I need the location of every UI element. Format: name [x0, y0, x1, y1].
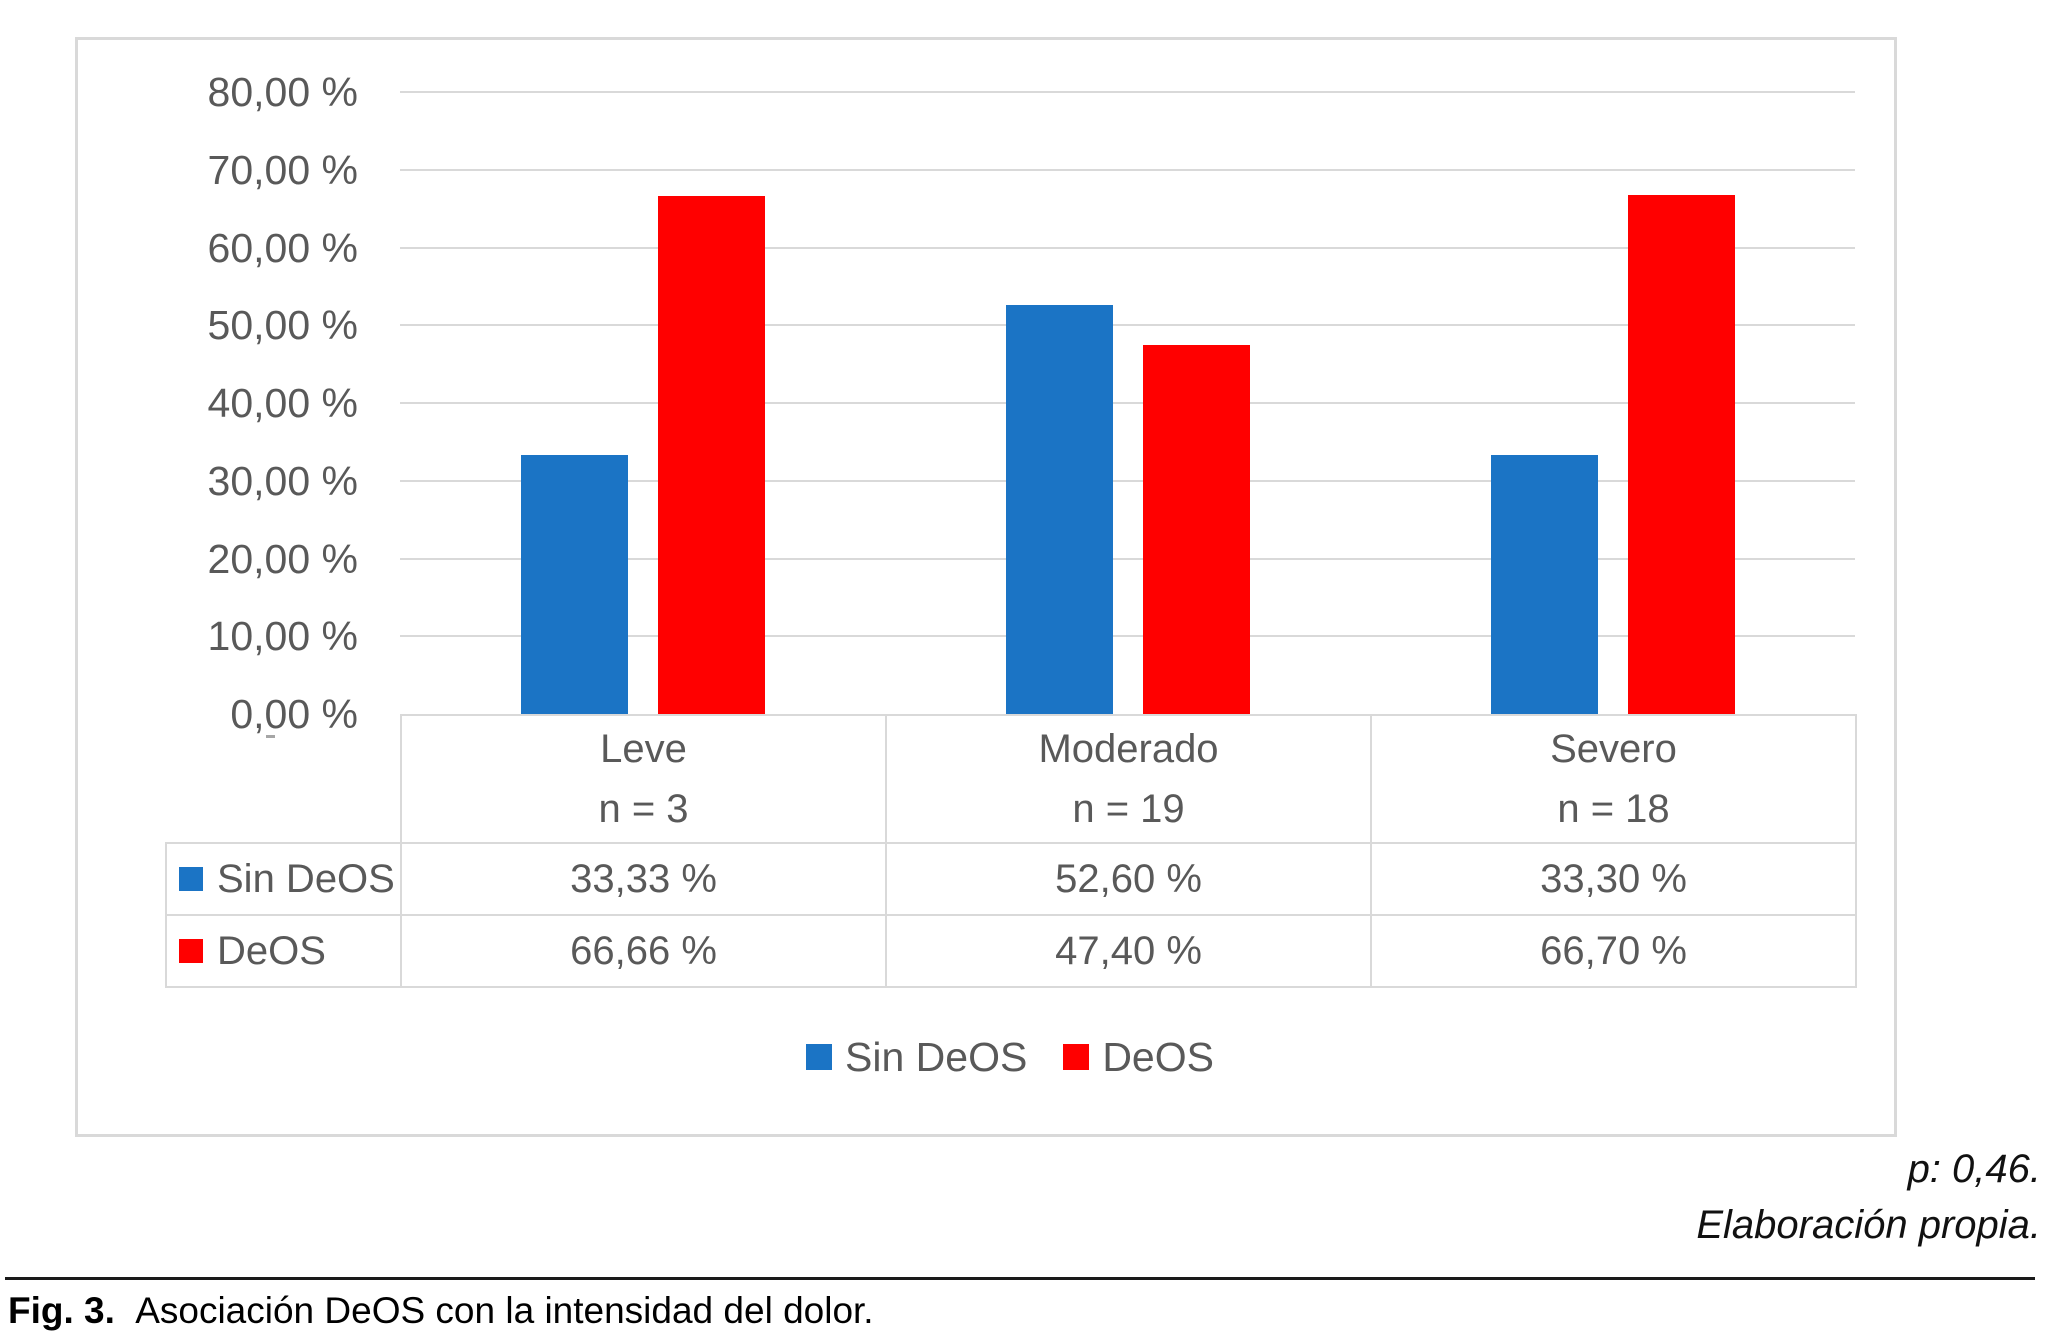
value-cell-deos-moderado: 47,40 %: [885, 914, 1372, 988]
y-axis-tick-label: 0,00 %: [230, 691, 358, 737]
category-label: Leve: [600, 727, 687, 771]
series-label-cell-deos: DeOS: [165, 914, 402, 988]
y-axis-tick-label: 30,00 %: [207, 457, 358, 504]
y-axis-tick-label: 80,00 %: [207, 69, 358, 115]
series-name-label: Sin DeOS: [217, 856, 395, 901]
value-cell-sin-deos-moderado: 52,60 %: [885, 842, 1372, 916]
caption-divider: [5, 1277, 2035, 1280]
figure-caption-label: Fig. 3.: [8, 1290, 115, 1331]
bar-deos-severo: [1628, 195, 1735, 714]
p-value-note: p: 0,46.: [1907, 1147, 2041, 1191]
table-row-sin-deos: Sin DeOS 33,33 % 52,60 % 33,30 %: [165, 842, 1857, 916]
series-name-label: DeOS: [217, 928, 326, 973]
table-header-row: Leve n = 3 Moderado n = 19 Severo n = 18: [166, 714, 1857, 844]
category-header-moderado: Moderado n = 19: [885, 714, 1372, 844]
y-axis-tick-label: 50,00 %: [207, 302, 358, 349]
plot-area: [400, 91, 1855, 714]
bar-deos-leve: [658, 195, 765, 714]
value-cell-sin-deos-leve: 33,33 %: [400, 842, 887, 916]
legend-sin-deos-swatch-icon: [806, 1044, 833, 1070]
bar-sin-deos-moderado: [1006, 305, 1113, 714]
value-cell-sin-deos-severo: 33,30 %: [1370, 842, 1857, 916]
category-n-label: n = 18: [1557, 787, 1670, 831]
chart-data-table: Leve n = 3 Moderado n = 19 Severo n = 18 Sin D…: [165, 714, 1857, 988]
figure-caption-text: Asociación DeOS con la intensidad del do…: [135, 1290, 874, 1331]
chart-legend: Sin DeOS DeOS: [165, 1025, 1855, 1089]
figure-caption: Fig. 3. Asociación DeOS con la intensida…: [8, 1290, 874, 1332]
y-axis-tick-label: 20,00 %: [207, 535, 358, 582]
legend-item-sin-deos: Sin DeOS: [806, 1034, 1027, 1081]
bar-sin-deos-severo: [1491, 455, 1598, 714]
category-label: Severo: [1550, 727, 1677, 771]
gridline: [400, 324, 1855, 327]
gridline: [400, 402, 1855, 404]
legend-item-deos: DeOS: [1063, 1034, 1214, 1081]
deos-swatch-icon: [179, 939, 203, 963]
y-axis-tick-label: 70,00 %: [207, 146, 358, 193]
legend-label: DeOS: [1102, 1033, 1214, 1080]
axis-tick-mark: [266, 735, 275, 738]
y-axis-tick-label: 40,00 %: [207, 380, 358, 426]
bar-sin-deos-leve: [521, 454, 628, 714]
bar-deos-moderado: [1143, 345, 1250, 714]
gridline: [400, 479, 1855, 482]
table-corner-cell: [166, 715, 401, 843]
category-header-severo: Severo n = 18: [1370, 714, 1857, 844]
gridline: [400, 557, 1855, 560]
table-row-deos: DeOS 66,66 % 47,40 % 66,70 %: [165, 914, 1857, 988]
chart-frame: 0,00 % 10,00 % 20,00 % 30,00 % 40,00 % 50,00 …: [75, 37, 1897, 1137]
gridline: [400, 168, 1855, 171]
gridline: [400, 246, 1855, 249]
category-n-label: n = 3: [598, 787, 689, 831]
value-cell-deos-severo: 66,70 %: [1370, 914, 1857, 988]
gridline: [400, 91, 1855, 93]
y-axis-tick-label: 10,00 %: [207, 613, 358, 660]
series-label-cell-sin-deos: Sin DeOS: [165, 842, 402, 916]
category-n-label: n = 19: [1072, 787, 1185, 831]
legend-label: Sin DeOS: [845, 1033, 1028, 1080]
y-axis-tick-label: 60,00 %: [207, 224, 358, 271]
category-header-leve: Leve n = 3: [400, 714, 887, 844]
category-label: Moderado: [1038, 727, 1219, 771]
source-note: Elaboración propia.: [1696, 1203, 2041, 1247]
legend-deos-swatch-icon: [1063, 1044, 1090, 1070]
gridline: [400, 635, 1855, 638]
value-cell-deos-leve: 66,66 %: [400, 914, 887, 988]
sin-deos-swatch-icon: [179, 867, 203, 891]
